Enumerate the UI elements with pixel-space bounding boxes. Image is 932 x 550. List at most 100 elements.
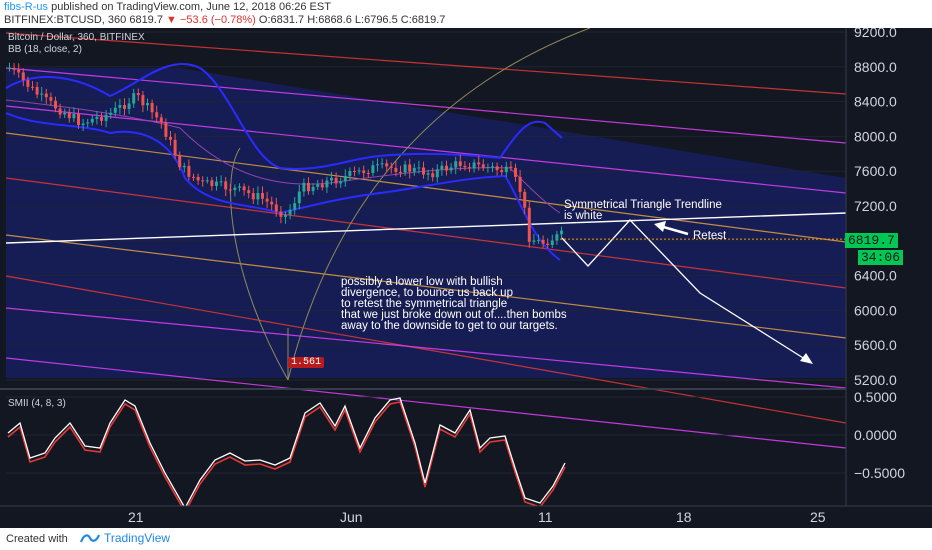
candle-body — [136, 93, 140, 96]
osc-axis-label: −0.5000 — [854, 465, 905, 481]
price-axis-label: 7200.0 — [854, 198, 897, 214]
candle-body — [205, 180, 209, 182]
candle-body — [468, 167, 471, 169]
candle-body — [523, 191, 527, 208]
fib-arc — [230, 147, 289, 381]
candle-body — [376, 164, 379, 166]
candle-body — [477, 162, 481, 165]
time-axis-label: 11 — [538, 509, 553, 525]
candle-body — [187, 165, 191, 177]
candle-body — [123, 104, 126, 109]
candle-body — [495, 166, 499, 171]
chart-area[interactable]: 5200.05600.06000.06400.06800.07200.07600… — [0, 28, 932, 528]
candle-body — [348, 171, 352, 176]
price-axis-label: 9200.0 — [854, 28, 897, 40]
candle-body — [320, 184, 324, 188]
candle-body — [334, 177, 338, 184]
candle-body — [155, 112, 159, 118]
candle-body — [353, 171, 356, 173]
tradingview-brand: TradingView — [104, 531, 171, 545]
candle-body — [366, 173, 370, 175]
time-axis-label: 21 — [128, 509, 144, 525]
candle-body — [399, 171, 402, 173]
candle-body — [431, 173, 435, 178]
candle-body — [270, 201, 274, 205]
last-price-tag: 6819.7 — [845, 233, 898, 248]
candle-body — [17, 69, 21, 73]
candle-body — [196, 176, 200, 181]
price-axis-label: 6000.0 — [854, 302, 897, 318]
candle-body — [26, 80, 30, 87]
candle-body — [113, 107, 117, 113]
smii-legend: SMII (4, 8, 3) — [8, 398, 66, 409]
candle-body — [265, 198, 269, 202]
price-axis-label: 6400.0 — [854, 268, 897, 284]
candle-body — [422, 167, 425, 175]
time-axis-label: Jun — [340, 509, 363, 525]
candle-body — [224, 181, 228, 190]
footer: Created with TradingView — [0, 528, 932, 550]
candle-body — [458, 161, 462, 166]
candle-body — [127, 103, 131, 109]
price-axis-label: 7600.0 — [854, 163, 897, 179]
candle-body — [555, 234, 559, 241]
publish-info: fibs-R-us published on TradingView.com, … — [4, 1, 331, 13]
candle-body — [509, 166, 513, 168]
candle-body — [302, 182, 306, 192]
candle-body — [146, 102, 149, 106]
candle-body — [49, 97, 53, 101]
candle-body — [412, 167, 416, 172]
candle-body — [67, 112, 71, 119]
candle-body — [141, 95, 145, 106]
tradingview-logo[interactable]: TradingView — [80, 531, 170, 545]
candle-body — [449, 167, 453, 171]
candle-body — [31, 86, 34, 88]
candle-body — [44, 93, 48, 98]
candle-body — [385, 163, 389, 167]
channel-line — [5, 307, 847, 389]
change-text: ▼ −53.6 (−0.78%) — [166, 14, 256, 26]
channel-line — [5, 132, 847, 243]
candle-body — [504, 166, 508, 173]
candle-body — [233, 187, 237, 190]
price-axis-label: 8400.0 — [854, 94, 897, 110]
candle-body — [316, 184, 320, 187]
candle-body — [284, 214, 287, 217]
candle-body — [173, 139, 177, 156]
candle-body — [8, 67, 11, 69]
candle-body — [12, 67, 16, 70]
candle-body — [343, 175, 347, 182]
candle-body — [242, 186, 246, 191]
candle-body — [247, 190, 251, 194]
candle-body — [274, 204, 278, 212]
candle-body — [325, 180, 329, 188]
price-axis-bg — [846, 28, 932, 528]
projection-arrowhead — [800, 353, 813, 364]
osc-axis-label: 0.0000 — [854, 427, 897, 443]
publish-header: fibs-R-us published on TradingView.com, … — [0, 0, 932, 28]
candle-body — [463, 165, 467, 168]
candle-body — [279, 211, 283, 217]
candle-body — [293, 203, 297, 210]
candle-body — [297, 191, 301, 204]
candle-body — [219, 181, 223, 183]
candle-body — [339, 181, 343, 184]
candle-body — [150, 102, 154, 113]
candle-body — [389, 166, 393, 168]
countdown-tag: 34:06 — [858, 250, 904, 265]
candle-body — [500, 170, 504, 173]
candle-body — [164, 122, 168, 137]
last-price-text: 6819.7 — [129, 14, 163, 26]
channel-line — [5, 234, 847, 339]
bb-legend: BB (18, close, 2) — [8, 44, 82, 55]
candle-body — [40, 93, 44, 95]
candle-body — [454, 161, 458, 168]
candle-body — [238, 186, 241, 188]
candle-body — [426, 173, 430, 175]
candle-body — [435, 169, 439, 178]
author-link[interactable]: fibs-R-us — [4, 1, 49, 13]
candle-body — [330, 177, 333, 181]
candle-body — [215, 181, 218, 186]
price-axis-label: 5600.0 — [854, 337, 897, 353]
retest-arrow — [659, 224, 689, 236]
